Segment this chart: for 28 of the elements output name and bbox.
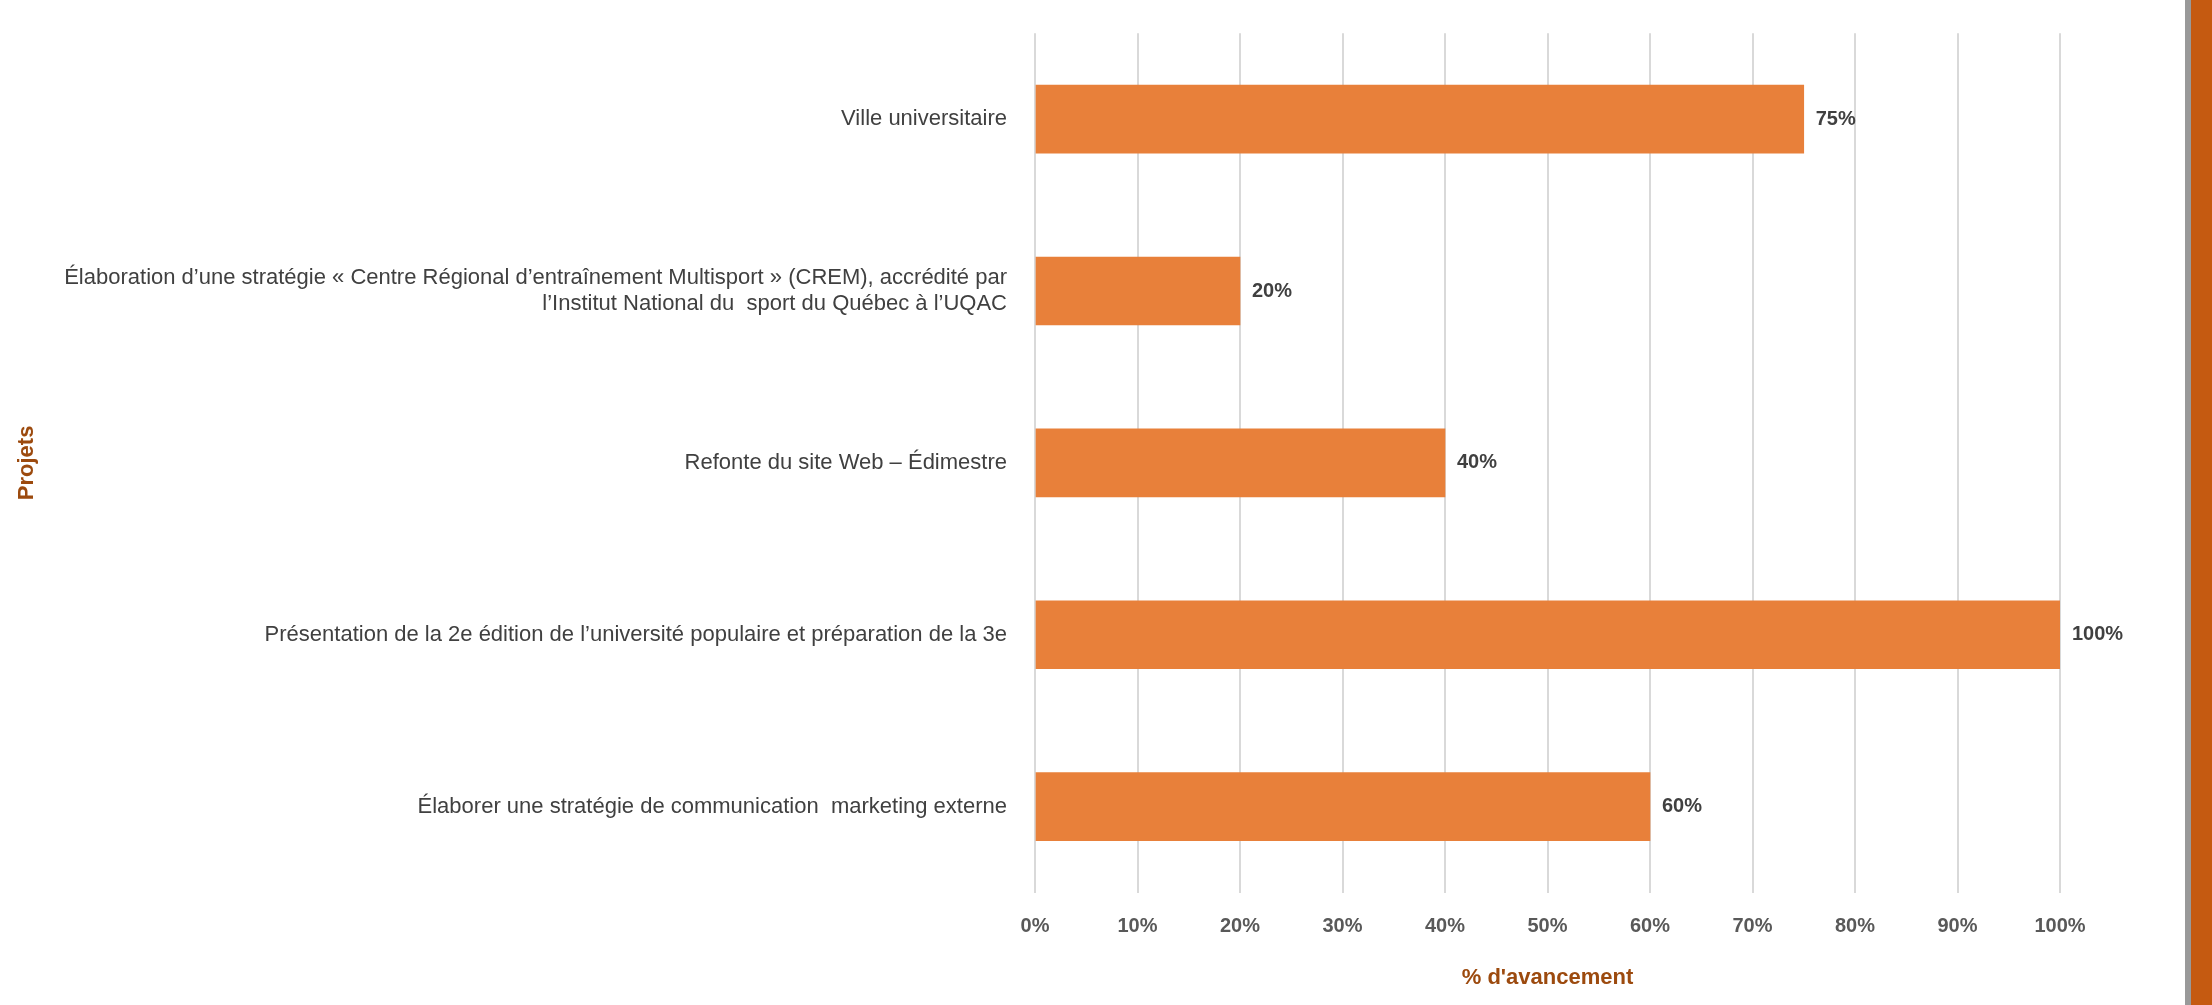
y-tick-label: Refonte du site Web – Édimestre bbox=[684, 448, 1007, 474]
bar bbox=[1035, 428, 1446, 498]
x-tick-label: 30% bbox=[1322, 914, 1363, 937]
y-tick-label: Présentation de la 2e édition de l’université populaire et préparation de la 3e bbox=[264, 620, 1007, 646]
x-tick-label: 20% bbox=[1219, 914, 1261, 937]
y-tick-label: Élaborer une stratégie de communication marketing externe bbox=[417, 792, 1007, 818]
bar bbox=[1035, 772, 1651, 841]
data-label: 75% bbox=[1815, 106, 1856, 129]
data-label: 100% bbox=[2072, 622, 2124, 645]
y-tick-label: Ville universitaire bbox=[841, 105, 1007, 131]
x-tick-label: 10% bbox=[1117, 914, 1158, 937]
data-label: 60% bbox=[1662, 794, 1703, 817]
data-label: 40% bbox=[1457, 450, 1498, 473]
x-axis-title: % d'avancement bbox=[1461, 963, 1634, 989]
x-tick-label: 100% bbox=[2034, 914, 2086, 937]
x-tick-label: 0% bbox=[1020, 914, 1050, 937]
x-tick-label: 80% bbox=[1834, 914, 1876, 937]
x-tick-label: 90% bbox=[1937, 914, 1978, 937]
x-tick-label: 50% bbox=[1527, 914, 1568, 937]
y-axis-title: Projets bbox=[13, 425, 39, 501]
x-tick-label: 70% bbox=[1732, 914, 1773, 937]
bar bbox=[1035, 600, 2060, 670]
bar bbox=[1035, 84, 1805, 154]
x-tick-label: 40% bbox=[1424, 914, 1466, 937]
bar bbox=[1035, 256, 1241, 326]
y-tick-label: Élaboration d’une stratégie « Centre Régional d’entraînement Multisport » (CREM), accrédité par l’Institut National du sport du Québec à l’UQAC bbox=[64, 263, 1008, 316]
x-tick-label: 60% bbox=[1629, 914, 1671, 937]
data-label: 20% bbox=[1252, 278, 1293, 301]
